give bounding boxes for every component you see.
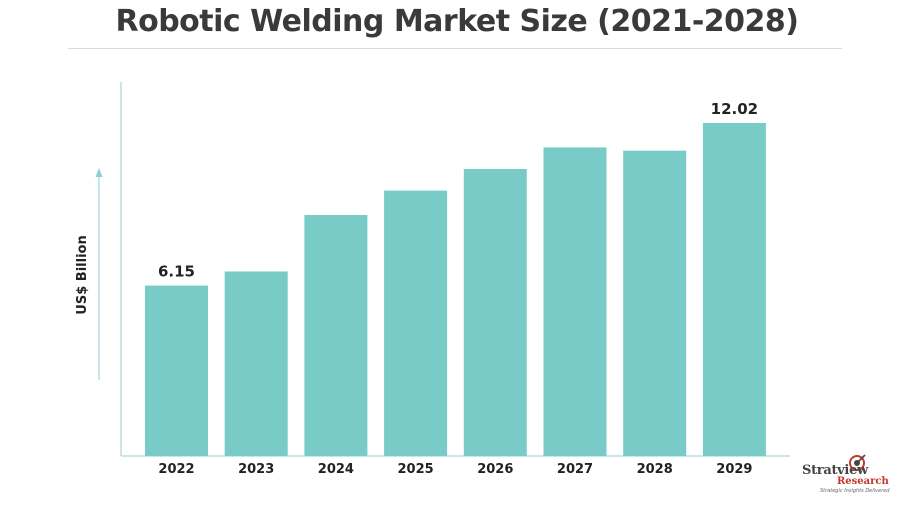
bar-2029 bbox=[702, 123, 766, 456]
bar-2025 bbox=[384, 190, 448, 456]
y-axis-arrow-head bbox=[95, 168, 103, 177]
bar-2026 bbox=[463, 169, 527, 456]
data-label-2022: 6.15 bbox=[158, 263, 195, 281]
x-tick-2028: 2028 bbox=[637, 462, 673, 477]
data-labels: 6.15 12.02 bbox=[158, 100, 758, 281]
bar-2028 bbox=[623, 150, 687, 456]
data-label-2029: 12.02 bbox=[711, 100, 758, 118]
bar-2022 bbox=[145, 285, 208, 456]
chart-title: Robotic Welding Market Size (2021-2028) bbox=[115, 4, 799, 39]
x-tick-labels: 2022 2023 2024 2025 2026 2027 2028 2029 bbox=[158, 462, 752, 477]
bar-2023 bbox=[224, 271, 288, 456]
logo-text: Stratview bbox=[802, 463, 868, 478]
x-tick-2026: 2026 bbox=[477, 462, 513, 477]
y-axis-label: US$ Billion bbox=[75, 235, 90, 314]
x-tick-2029: 2029 bbox=[716, 462, 752, 477]
x-tick-2022: 2022 bbox=[158, 462, 194, 477]
logo-target-icon bbox=[849, 454, 866, 471]
stratview-logo: Stratview Research Strategic Insights De… bbox=[800, 452, 900, 500]
logo-subtext: Research bbox=[837, 476, 889, 487]
x-tick-2024: 2024 bbox=[318, 462, 354, 477]
x-tick-2027: 2027 bbox=[557, 462, 593, 477]
title-divider bbox=[68, 48, 842, 49]
x-tick-2025: 2025 bbox=[398, 462, 434, 477]
bar-2024 bbox=[304, 215, 368, 456]
bars-group bbox=[145, 123, 766, 456]
x-tick-2023: 2023 bbox=[238, 462, 274, 477]
bar-2027 bbox=[543, 147, 607, 456]
logo-tagline: Strategic Insights Delivered bbox=[820, 488, 890, 494]
